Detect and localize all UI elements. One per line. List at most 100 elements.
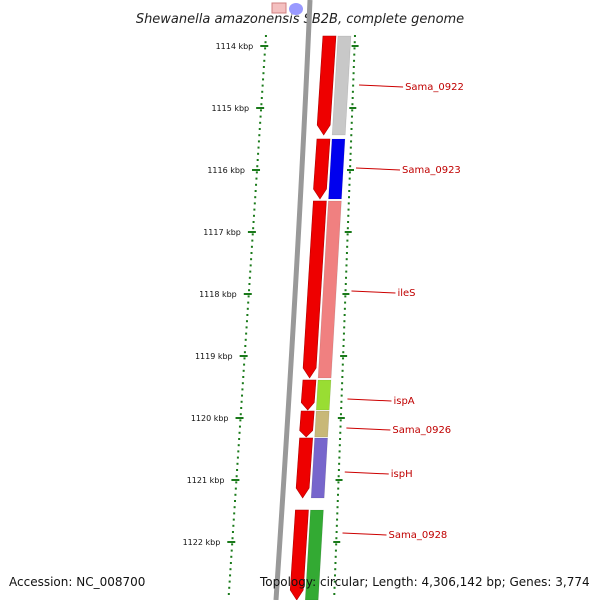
gene-label-leader (355, 167, 401, 171)
tick-dot (350, 140, 353, 143)
inner-tick-track (333, 35, 356, 595)
gene-label: Sama_0922 (405, 82, 464, 93)
gene-labels: Sama_0922 Sama_0923 ileS ispA Sama_0926 ispH S… (342, 82, 464, 541)
tick-dot (227, 593, 230, 595)
tick-dot (345, 276, 348, 279)
tick-dot (251, 239, 254, 242)
cds-arrow (316, 35, 337, 136)
tick-dot (234, 487, 237, 490)
tick-dot (256, 165, 259, 168)
legend-swatch (289, 3, 303, 15)
tick-dot (231, 537, 234, 540)
tick-dot (244, 345, 247, 347)
tick-label: 1115 kbp (211, 104, 249, 113)
tick-dot (232, 524, 235, 527)
gene-label-leader (342, 532, 387, 536)
tick-dot (341, 369, 344, 372)
cds-arrow (302, 200, 327, 379)
tick-dot (255, 183, 258, 186)
map-title: Shewanella amazonensis SB2B, complete ge… (136, 12, 464, 27)
tick-dot (339, 431, 342, 434)
tick-dot (261, 90, 264, 93)
tick-dot (240, 407, 243, 409)
tick-dot (343, 320, 346, 323)
tick-dot (238, 425, 241, 428)
tick-dot (347, 214, 350, 217)
gene-box (304, 509, 324, 600)
tick-dot (236, 456, 239, 459)
tick-dot (352, 78, 355, 81)
tick-dot (254, 190, 257, 192)
tick-label: 1116 kbp (207, 166, 245, 175)
tick-dot (347, 208, 350, 211)
tick-dot (334, 562, 337, 564)
tick-dot (339, 419, 342, 422)
tick-dot (351, 97, 354, 99)
tick-dot (235, 475, 238, 478)
tick-dot (238, 431, 241, 434)
tick-dot (348, 183, 351, 186)
gene-features (289, 35, 352, 600)
tick-dot (344, 301, 347, 304)
tick-dot (259, 109, 262, 112)
tick-dot (341, 363, 344, 366)
tick-dot (245, 332, 248, 335)
tick-dot (244, 338, 247, 341)
tick-dot (249, 270, 252, 273)
tick-dot (258, 128, 261, 130)
tick-dot (259, 115, 262, 118)
tick-dot (353, 35, 356, 37)
tick-dot (353, 47, 356, 50)
tick-dot (350, 121, 353, 124)
tick-dot (255, 177, 258, 180)
gene-box (331, 35, 352, 136)
tick-dot (353, 59, 356, 62)
tick-dot (338, 450, 341, 453)
tick-dot (335, 531, 338, 533)
tick-dot (345, 270, 348, 273)
tick-dot (352, 66, 355, 68)
tick-dot (231, 543, 234, 546)
tick-dot (234, 493, 237, 496)
gene-label: Sama_0923 (402, 165, 461, 176)
tick-dot (228, 580, 231, 583)
tick-dot (237, 450, 240, 453)
tick-dot (239, 419, 242, 422)
tick-dot (348, 190, 351, 192)
tick-dot (338, 456, 341, 459)
tick-dot (260, 103, 263, 106)
tick-dot (352, 72, 355, 75)
tick-dot (252, 214, 255, 217)
tick-dot (255, 171, 258, 174)
tick-dot (241, 382, 244, 385)
accession-label: Accession: NC_008700 (9, 575, 146, 589)
tick-dot (246, 307, 249, 310)
tick-dot (241, 394, 244, 397)
tick-dot (253, 208, 256, 211)
tick-dot (352, 84, 355, 87)
tick-dot (243, 363, 246, 366)
tick-dot (250, 245, 253, 248)
tick-dot (336, 500, 339, 502)
tick-dot (237, 444, 240, 447)
tick-dot (350, 134, 353, 137)
tick-label: 1121 kbp (187, 476, 225, 485)
tick-dot (262, 72, 265, 75)
tick-dot (346, 227, 349, 230)
tick-dot (341, 376, 344, 378)
tick-dot (229, 562, 232, 564)
tick-dot (252, 227, 255, 230)
tick-dot (264, 41, 267, 44)
gene-box (328, 138, 346, 200)
tick-dot (250, 252, 253, 254)
tick-dot (340, 394, 343, 397)
tick-dot (263, 53, 266, 56)
tick-dot (337, 469, 340, 471)
gene-box (317, 200, 342, 379)
cds-arrow (289, 509, 309, 600)
tick-dot (342, 338, 345, 341)
tick-dot (261, 84, 264, 87)
tick-dot (262, 78, 265, 81)
tick-dot (346, 233, 349, 236)
